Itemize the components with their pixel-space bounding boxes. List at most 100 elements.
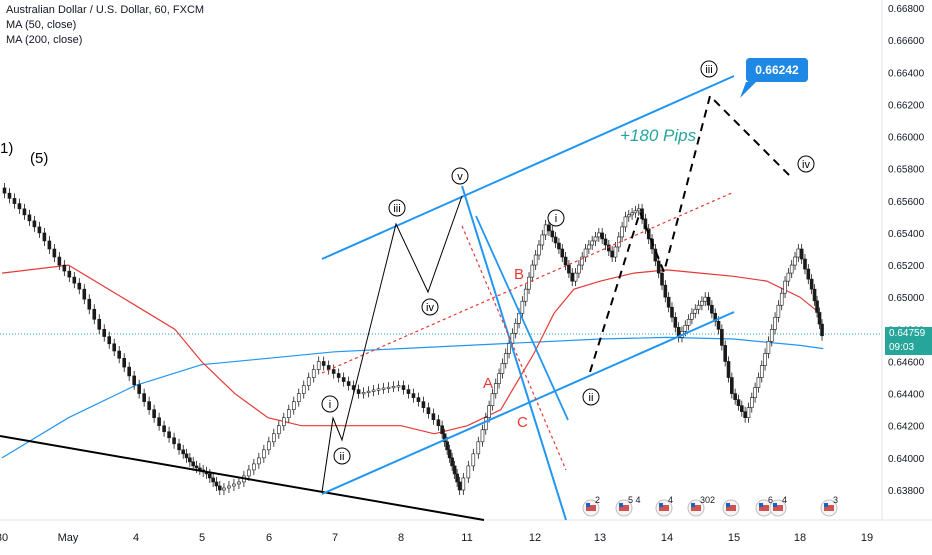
price-candle [583,248,588,258]
price-candle [316,361,321,370]
price-candle [431,413,436,421]
price-candle [523,288,528,302]
price-candle [381,387,386,390]
wave-ii-right-label-circle [582,388,600,406]
event-count: 6 [768,495,773,505]
price-candle [759,365,764,378]
target-price-callout: 0.66242 [746,58,808,82]
price-candle [783,280,787,294]
price-candle [723,345,727,362]
event-flag-stripe [824,505,834,511]
price-candle [493,383,498,394]
wave-iv-projection-label-circle [797,155,815,173]
price-candle [452,465,457,475]
price-candle [483,417,488,431]
price-candle [326,365,331,370]
wave-ii-right-label: ii [589,392,594,404]
price-candle [673,316,678,328]
x-tick-label: 30 [0,532,8,544]
price-candle [793,256,797,266]
countdown-badge: 09:03 [885,341,932,355]
price-candle [660,272,664,286]
price-candle [336,373,341,378]
price-candle [620,226,624,238]
price-candle [191,461,195,467]
price-candle [497,373,501,384]
price-candle [77,282,82,290]
price-candle [763,353,767,366]
price-candle [753,387,757,398]
price-candle [743,411,747,418]
wave-B-label: B [514,266,524,283]
price-candle [62,264,67,272]
price-candle [102,329,107,337]
y-tick-label: 0.63800 [888,486,925,497]
price-candle [610,250,614,258]
price-candle [563,256,568,266]
price-candle [447,449,452,459]
x-tick-label: 11 [461,532,472,544]
price-candle [663,284,668,298]
wave-count-line [321,195,463,493]
event-count: 2 [595,495,600,505]
wave-iii-label-circle [388,199,406,217]
price-candle [487,405,491,418]
price-candle [411,393,416,398]
wave-five-label: (5) [30,150,48,167]
price-candle [416,397,421,402]
price-candle [181,449,186,455]
current-price-badge: 0.64759 [885,327,932,341]
price-candle [686,318,691,326]
wave-v-label: v [457,171,463,183]
channel-upper-line [321,75,735,260]
price-candle [736,399,741,406]
price-candle [471,453,476,467]
price-candle [710,304,714,314]
price-candle [567,264,571,274]
price-candle [603,238,608,246]
x-tick-label: 19 [861,532,873,544]
price-candle [7,192,12,199]
price-candle [812,288,817,302]
price-candle [331,369,336,374]
price-candle [67,270,72,278]
price-candle [733,393,737,400]
event-flag-stripe [773,505,783,511]
price-candle [803,258,807,270]
price-candle [401,385,406,390]
price-candle [537,244,541,256]
price-candle [450,457,454,467]
price-candle [37,226,42,234]
y-tick-label: 0.65600 [888,197,925,208]
y-tick-label: 0.64200 [888,422,925,433]
price-candle [162,425,166,433]
price-candle [557,242,561,250]
wave-iv-projection-label: iv [802,159,810,171]
x-tick-label: 6 [266,532,272,544]
price-candle [779,292,784,306]
price-candle [72,276,77,284]
price-candle [222,487,226,491]
wave-iii-projection-label: iii [705,64,712,76]
price-candle [277,425,281,435]
price-candle [232,483,236,487]
wave-C-label: C [517,414,528,431]
price-candle [636,208,641,212]
price-candle [208,473,212,479]
symbol-title: Australian Dollar / U.S. Dollar, 60, FXC… [6,4,205,16]
event-flag-canton [659,503,663,507]
price-candle [580,256,585,266]
price-candle [746,407,751,418]
price-candle [690,312,694,320]
price-candle [321,361,326,366]
wave-one-label: 1) [0,140,13,157]
price-candle [600,232,604,240]
price-candle [550,230,555,238]
price-candle [247,469,251,477]
price-candle [311,369,316,378]
ma200-legend: MA (200, close) [6,34,83,46]
y-tick-label: 0.66200 [888,100,925,111]
price-candle [455,473,459,483]
